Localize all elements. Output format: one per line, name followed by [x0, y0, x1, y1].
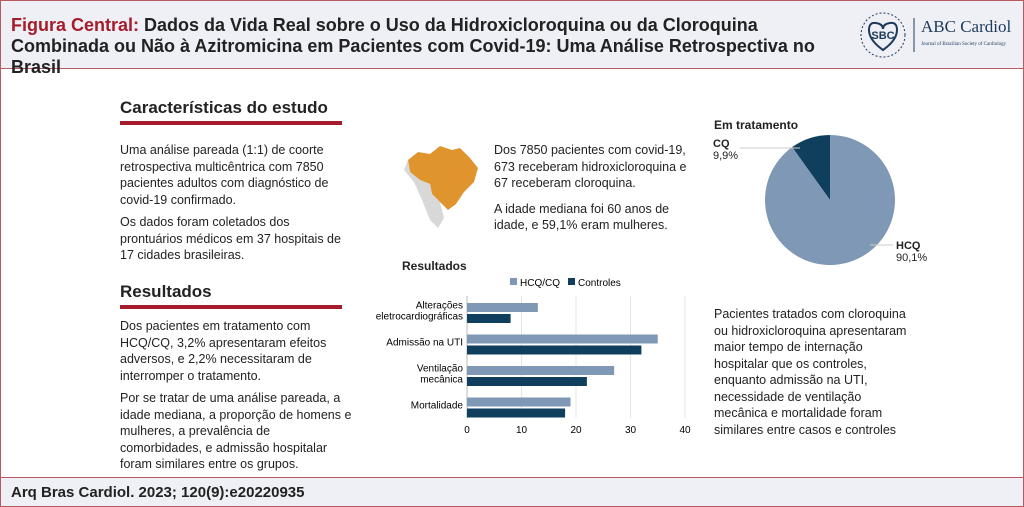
x-tick-label: 30 — [625, 425, 637, 436]
heading-underline — [120, 121, 342, 125]
sbc-seal-icon: SBC — [860, 12, 915, 58]
center-text: Dos 7850 pacientes com covid-19, 673 rec… — [494, 142, 694, 240]
pie-slice-hcq — [765, 135, 896, 266]
bar-controles — [467, 314, 511, 323]
bar-hcq-cq — [467, 303, 538, 312]
study-p2: Os dados foram coletados dos prontuários… — [120, 215, 341, 262]
category-label: mecânica — [420, 375, 463, 386]
x-tick-label: 0 — [464, 425, 470, 436]
pie-label-cq: CQ 9,9% — [713, 138, 738, 162]
category-label: Mortalidade — [411, 401, 464, 412]
results-p1: Dos pacientes em tratamento com HCQ/CQ, … — [120, 319, 327, 383]
heading-underline — [120, 305, 342, 309]
category-label: Alterações — [416, 301, 463, 312]
results-heading: Resultados — [120, 282, 212, 301]
study-p1: Uma análise pareada (1:1) de coorte retr… — [120, 143, 329, 207]
hcq-value: 90,1% — [896, 252, 928, 264]
journal-logo: SBC ABC Cardiol Journal of Brazilian Soc… — [859, 9, 1019, 61]
cq-value: 9,9% — [713, 150, 739, 162]
bar-hcq-cq — [467, 366, 615, 375]
results-p2: Por se tratar de uma análise pareada, a … — [120, 391, 352, 471]
legend-swatch — [568, 278, 575, 285]
header: Figura Central: Dados da Vida Real sobre… — [0, 0, 1024, 77]
chart-title: Resultados — [402, 259, 467, 273]
hcq-label: HCQ — [896, 240, 921, 252]
pie-title: Em tratamento — [714, 118, 799, 132]
title-text: Dados da Vida Real sobre o Uso da Hidrox… — [11, 15, 815, 77]
pie-label-hcq: HCQ 90,1% — [896, 240, 927, 264]
study-heading: Características do estudo — [120, 98, 328, 117]
brazil-map-icon — [404, 146, 478, 228]
svg-text:SBC: SBC — [871, 30, 894, 42]
x-tick-label: 20 — [570, 425, 582, 436]
category-label: Ventilação — [417, 364, 464, 375]
bar-hcq-cq — [467, 334, 658, 344]
legend-label: Controles — [578, 278, 621, 289]
bar-hcq-cq — [467, 397, 571, 407]
category-label: eletrocardiográficas — [376, 312, 463, 323]
legend-swatch — [510, 278, 517, 285]
x-tick-label: 40 — [679, 425, 691, 436]
page-title: Figura Central: Dados da Vida Real sobre… — [11, 15, 846, 78]
journal-name: ABC Cardiol — [921, 17, 1012, 36]
pie-slice-cq — [792, 135, 830, 200]
title-label: Figura Central: — [11, 15, 140, 35]
center-p2: A idade mediana foi 60 anos de idade, e … — [494, 201, 670, 233]
right-text: Pacientes tratados com cloroquina ou hid… — [714, 307, 907, 437]
bar-controles — [467, 377, 587, 386]
bar-controles — [467, 408, 566, 418]
legend-label: HCQ/CQ — [520, 278, 560, 289]
study-text: Uma análise pareada (1:1) de coorte retr… — [120, 142, 345, 270]
results-text: Dos pacientes em tratamento com HCQ/CQ, … — [120, 318, 352, 479]
cq-label: CQ — [713, 138, 730, 150]
journal-subtitle: Journal of Brazilian Society of Cardiolo… — [921, 42, 1007, 47]
center-p1: Dos 7850 pacientes com covid-19, 673 rec… — [494, 143, 687, 190]
footer-citation: Arq Bras Cardiol. 2023; 120(9):e20220935 — [0, 478, 1024, 507]
x-tick-label: 10 — [516, 425, 528, 436]
bar-controles — [467, 345, 642, 355]
category-label: Admissão na UTI — [386, 338, 463, 349]
